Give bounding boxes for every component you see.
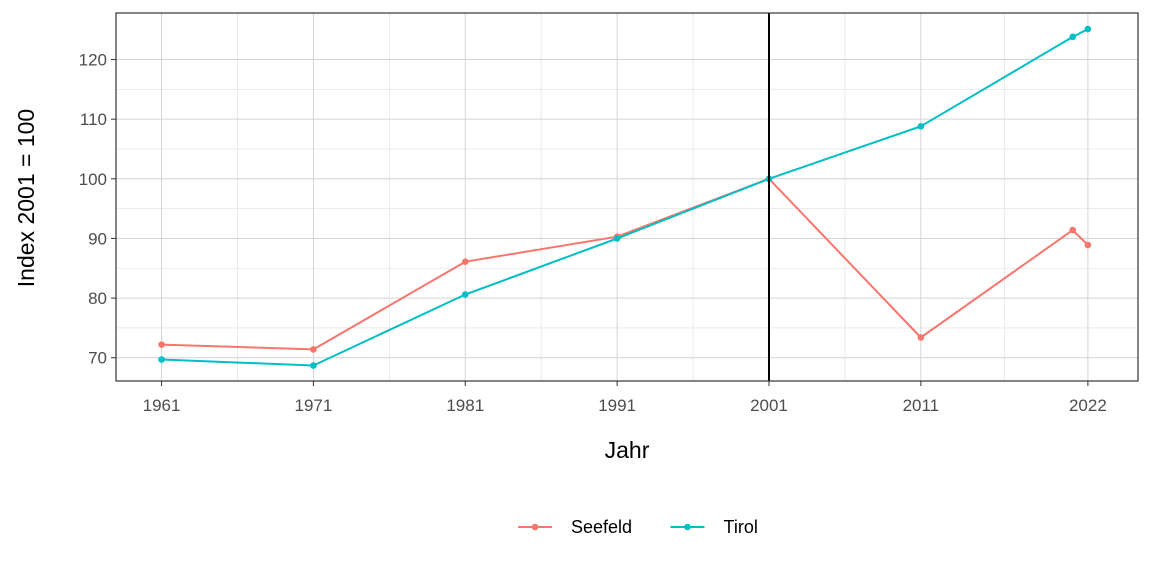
grid-major [116, 13, 1138, 381]
x-tick-label: 2022 [1069, 396, 1107, 415]
legend-key-point-seefeld [531, 523, 539, 531]
data-point-tirol [917, 123, 925, 130]
grid-minor [116, 13, 1138, 381]
data-point-tirol [613, 235, 621, 242]
data-point-tirol [1084, 25, 1092, 33]
legend-label-tirol: Tirol [724, 517, 758, 537]
legend-key-point-tirol [684, 523, 691, 531]
legend: Seefeld Tirol [518, 517, 758, 537]
y-axis-ticks: 70 80 90 100 110 120 [79, 51, 116, 368]
x-tick-label: 1991 [598, 396, 636, 415]
x-tick-label: 1981 [446, 396, 484, 415]
y-tick-label: 90 [88, 229, 107, 248]
x-tick-label: 2011 [903, 396, 940, 415]
data-point-seefeld [1069, 226, 1077, 234]
data-point-seefeld [917, 334, 925, 341]
x-tick-label: 1961 [143, 396, 181, 415]
data-point-tirol [461, 291, 469, 298]
data-point-tirol [1069, 33, 1077, 41]
y-axis-title: Index 2001 = 100 [13, 109, 39, 287]
y-tick-label: 120 [79, 51, 107, 70]
series-line-seefeld [161, 177, 1089, 351]
data-point-seefeld [310, 346, 317, 353]
data-point-tirol [310, 362, 317, 369]
x-axis-ticks: 1961 1971 1981 1991 2001 2011 2022 [143, 381, 1107, 415]
x-axis-title: Jahr [605, 437, 650, 463]
data-point-seefeld [461, 258, 469, 266]
plot-panel-border [115, 12, 1139, 382]
x-tick-label: 2001 [750, 396, 788, 415]
y-tick-label: 100 [79, 170, 107, 189]
y-tick-label: 70 [88, 349, 107, 368]
x-tick-label: 1971 [295, 396, 333, 415]
series-layer [158, 25, 1092, 369]
series-line-tirol [161, 28, 1089, 367]
legend-label-seefeld: Seefeld [571, 517, 632, 537]
y-tick-label: 110 [80, 110, 107, 129]
data-point-tirol [158, 356, 165, 363]
data-point-seefeld [158, 341, 165, 348]
data-point-seefeld [1084, 241, 1092, 249]
y-tick-label: 80 [88, 289, 107, 308]
